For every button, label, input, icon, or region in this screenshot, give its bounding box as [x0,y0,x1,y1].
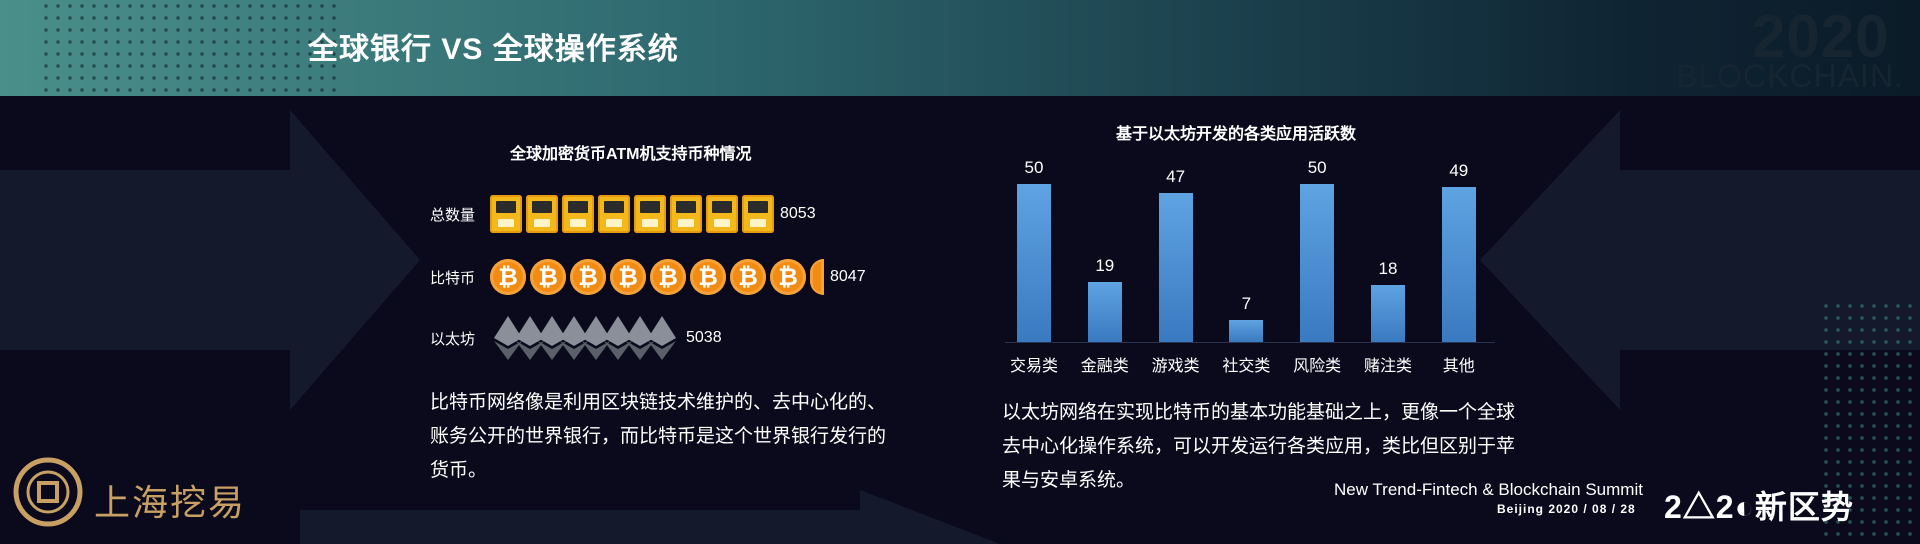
brand-word: BLOCKCHAIN. [1676,58,1904,94]
atm-icon [526,195,558,233]
row-label: 总数量 [430,206,476,224]
left-description: 比特币网络像是利用区块链技术维护的、去中心化的、账务公开的世界银行，而比特币是这… [430,392,887,481]
atm-icon [598,195,630,233]
bar [1087,281,1122,342]
bar-value-label: 50 [1024,158,1044,177]
atm-icon [670,195,702,233]
category-label: 游戏类 [1151,358,1200,375]
bitcoin-icon: ₿ [530,259,566,295]
bar [1158,193,1193,342]
row-total: 总数量 8053 [430,194,816,234]
bitcoin-icon: ₿ [490,259,526,295]
left-chart-title: 全球加密货币ATM机支持币种情况 [510,146,752,163]
dot-pattern [40,0,340,96]
bar [1441,187,1476,342]
page-title: 全球银行 VS 全球操作系统 [308,33,679,66]
bitcoin-icon: ₿ [610,259,646,295]
bitcoin-icon: ₿ [570,259,606,295]
bar-value-label: 18 [1378,259,1398,279]
bitcoin-icon [810,259,824,295]
summit-name: New Trend-Fintech & Blockchain Summit [1334,480,1643,499]
category-label: 赌注类 [1363,358,1412,375]
bar-value-label: 19 [1095,255,1115,275]
ethereum-icon [516,316,544,360]
ethereum-icon [538,316,566,360]
row-ethereum: 以太坊 5038 [430,316,722,360]
category-label: 交易类 [1009,358,1058,375]
logo-text: 上海挖易 [94,482,247,523]
atm-icon-group [490,195,774,233]
atm-icon [490,195,522,233]
ethereum-icon [494,316,522,360]
ethereum-icon [560,316,588,360]
background-arrow-right [1480,110,1920,410]
bitcoin-icon: ₿ [770,259,806,295]
category-label: 金融类 [1080,358,1129,375]
row-value: 5038 [686,329,722,346]
bitcoin-icon: ₿ [650,259,686,295]
x-axis [1005,342,1495,343]
ethereum-icon [582,316,610,360]
ethereum-icon-group [490,316,680,360]
row-bitcoin: 比特币 ₿ ₿ ₿ ₿ ₿ ₿ ₿ ₿ 8047 [430,257,866,297]
bar [1371,285,1405,342]
summit-brand-logo: 2△2◐新区势 [1664,489,1854,525]
bar [1229,319,1264,342]
ethereum-icon [648,316,676,360]
bar-value-label: 47 [1166,167,1186,187]
summit-date: Beijing 2020 / 08 / 28 [1497,502,1636,516]
category-label: 风险类 [1293,358,1342,375]
bar [1017,184,1051,342]
atm-icon [634,195,666,233]
ethereum-icon [604,316,632,360]
category-label: 社交类 [1222,358,1271,375]
atm-icon [742,195,774,233]
bar [1300,184,1335,342]
right-description: 以太坊网络在实现比特币的基本功能基础之上，更像一个全球去中心化操作系统，可以开发… [1002,402,1516,491]
row-value: 8053 [780,205,816,222]
right-chart-title: 基于以太坊开发的各类应用活跃数 [1116,126,1357,143]
bar-value-label: 50 [1307,158,1327,177]
dot-pattern-right [1820,300,1920,544]
shanghai-wayi-logo-icon [13,457,83,527]
background-arrow-bottom [300,490,1000,544]
brand-year: 2020 [1752,3,1890,70]
header-band: 全球银行 VS 全球操作系统 2020 BLOCKCHAIN. [0,0,1920,96]
ethereum-icon [626,316,654,360]
bar-value-label: 49 [1449,161,1469,181]
background-arrow-left [0,110,420,410]
bitcoin-icon-group: ₿ ₿ ₿ ₿ ₿ ₿ ₿ ₿ [490,259,824,295]
row-label: 以太坊 [430,330,476,348]
atm-icon [562,195,594,233]
bitcoin-icon: ₿ [730,259,766,295]
atm-icon [706,195,738,233]
row-label: 比特币 [430,269,476,287]
row-value: 8047 [830,268,866,285]
bar-value-label: 7 [1241,293,1252,313]
category-label: 其他 [1442,358,1475,375]
bitcoin-icon: ₿ [690,259,726,295]
